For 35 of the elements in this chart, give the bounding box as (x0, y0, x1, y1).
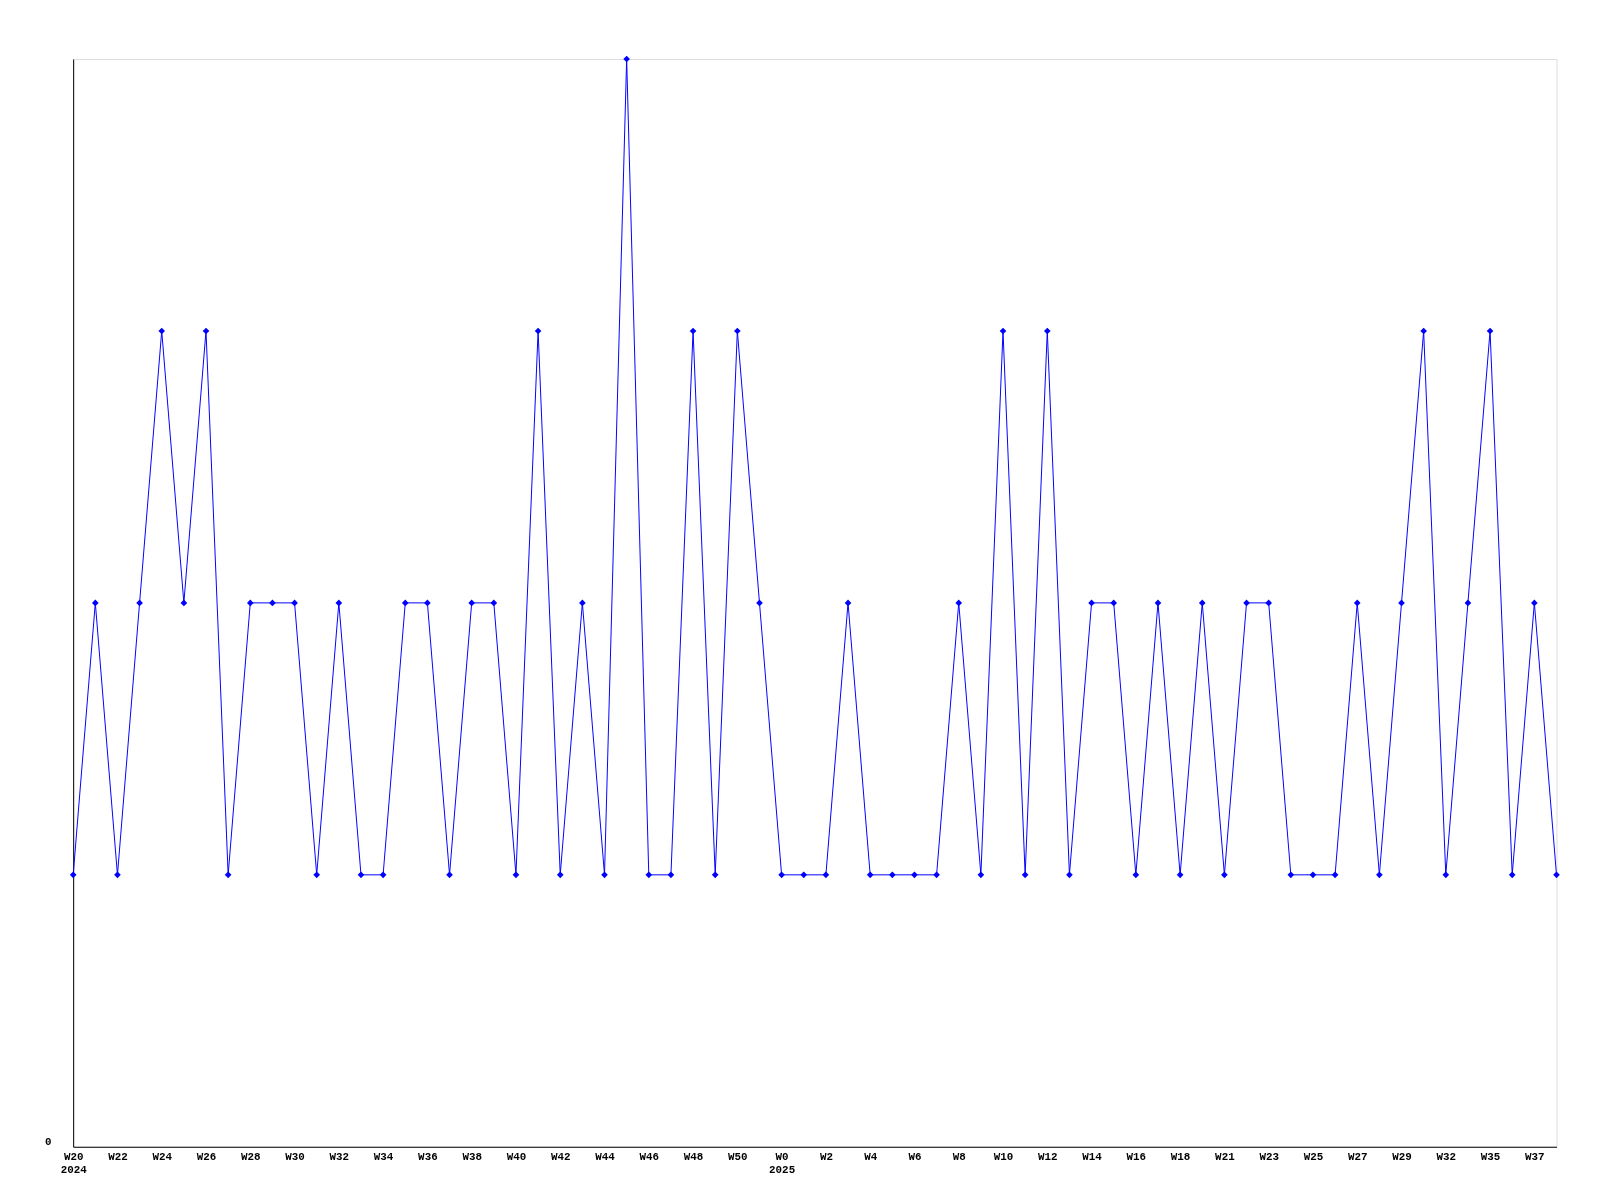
x-tick-label: W42 (550, 1151, 571, 1164)
x-tick-label: W28 (241, 1151, 261, 1164)
x-tick-label: W24 (152, 1151, 173, 1164)
x-tick-label: W22 (108, 1151, 128, 1164)
x-tick-label: W6 (908, 1151, 922, 1164)
x-tick-label: W14 (1082, 1151, 1103, 1164)
x-tick-label: W30 (285, 1151, 305, 1164)
x-tick-label: W36 (418, 1151, 438, 1164)
x-tick-label: W12 (1038, 1151, 1058, 1164)
x-tick-label: W29 (1392, 1151, 1412, 1164)
x-tick-label: W23 (1259, 1151, 1279, 1164)
x-tick-label: W32 (329, 1151, 350, 1164)
x-tick-label: W38 (462, 1151, 482, 1164)
x-tick-label: W35 (1480, 1151, 1501, 1164)
x-tick-label: W26 (196, 1151, 217, 1164)
x-tick-label: W27 (1347, 1151, 1368, 1164)
x-tick-label: W2 (819, 1151, 833, 1164)
x-tick-label: W0 2025 (769, 1151, 796, 1176)
x-tick-label: W37 (1525, 1151, 1545, 1164)
x-tick-label: W16 (1126, 1151, 1147, 1164)
x-tick-label: W25 (1303, 1151, 1324, 1164)
x-tick-label: W46 (639, 1151, 660, 1164)
x-tick-label: W10 (993, 1151, 1014, 1164)
x-tick-label: W40 (506, 1151, 527, 1164)
x-tick-label: W21 (1215, 1151, 1236, 1164)
x-tick-label: W8 (952, 1151, 966, 1164)
x-tick-label: W18 (1170, 1151, 1191, 1164)
x-tick-label: W20 2024 (60, 1151, 88, 1176)
x-tick-label: W34 (373, 1151, 394, 1164)
x-tick-label: W4 (864, 1151, 878, 1164)
x-tick-label: W50 (728, 1151, 748, 1164)
text: 0 (44, 1135, 52, 1148)
x-tick-label: W48 (683, 1151, 704, 1164)
x-tick-label: W44 (595, 1151, 616, 1164)
x-tick-label: W32 (1436, 1151, 1457, 1164)
